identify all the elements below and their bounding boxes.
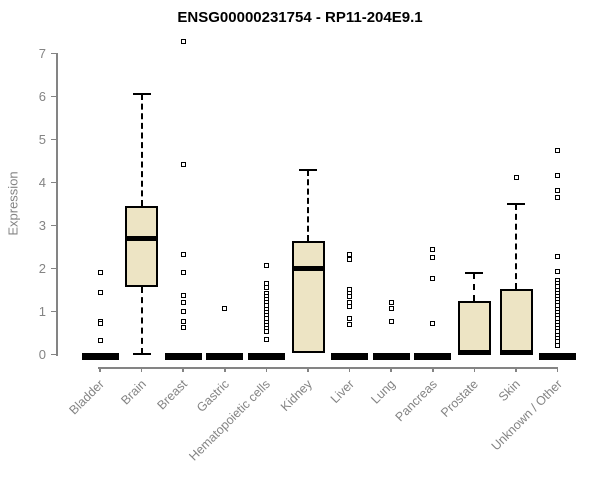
outlier-point: [430, 255, 436, 261]
collapsed-box-unknown-other: [539, 352, 577, 360]
collapsed-box-pancreas: [414, 352, 452, 360]
outlier-point: [430, 320, 436, 326]
outlier-point: [97, 270, 103, 276]
chart-title: ENSG00000231754 - RP11-204E9.1: [177, 9, 423, 26]
upper-whisker-cap: [507, 202, 525, 205]
median-line-kidney: [291, 265, 325, 271]
collapsed-box-bladder: [81, 352, 119, 360]
x-axis-tick: [473, 367, 476, 372]
outlier-point: [263, 284, 269, 290]
outlier-point: [347, 315, 353, 321]
y-axis-tick: [51, 224, 56, 227]
outlier-point: [180, 299, 186, 305]
x-axis-tick: [182, 367, 184, 372]
outlier-point: [97, 321, 103, 327]
outlier-point: [180, 39, 186, 45]
lower-whisker-cap: [132, 352, 151, 355]
y-axis-tick-label: 5: [38, 131, 46, 147]
y-axis-tick: [51, 52, 56, 54]
upper-whisker: [515, 203, 517, 289]
outlier-point: [555, 147, 561, 153]
outlier-point: [388, 300, 394, 306]
upper-whisker: [473, 272, 476, 301]
y-axis: [56, 53, 58, 356]
lower-whisker: [140, 286, 143, 354]
box-kidney: [291, 241, 325, 354]
outlier-point: [222, 306, 228, 312]
x-axis-tick: [348, 367, 351, 372]
median-line-brain: [125, 236, 159, 242]
collapsed-box-breast: [164, 352, 202, 360]
x-axis-tick: [307, 367, 309, 372]
outlier-point: [347, 257, 353, 263]
outlier-point: [513, 175, 519, 181]
outlier-point: [347, 252, 353, 258]
collapsed-box-hematopoietic-cells: [247, 352, 285, 360]
outlier-point: [97, 290, 103, 296]
y-axis-tick: [51, 181, 56, 184]
outlier-point: [180, 318, 186, 324]
outlier-point: [347, 304, 353, 310]
y-axis-tick: [51, 138, 56, 141]
outlier-point: [180, 252, 186, 258]
outlier-point: [555, 173, 561, 179]
y-axis-label: Expression: [5, 171, 21, 236]
x-axis-tick: [99, 367, 101, 372]
outlier-point: [388, 305, 394, 311]
y-axis-tick: [51, 267, 56, 270]
outlier-point: [180, 270, 186, 276]
outlier-point: [180, 162, 186, 168]
x-axis-tick: [390, 367, 392, 372]
outlier-point: [555, 342, 561, 348]
collapsed-box-gastric: [206, 352, 244, 360]
outlier-point: [263, 336, 269, 342]
outlier-point: [180, 293, 186, 299]
box-brain: [125, 205, 159, 287]
median-line-skin: [499, 350, 533, 356]
upper-whisker: [140, 94, 143, 206]
box-skin: [499, 288, 533, 354]
x-axis-tick: [432, 367, 434, 372]
upper-whisker-cap: [132, 93, 151, 96]
x-axis-tick: [224, 367, 226, 372]
outlier-point: [555, 254, 561, 260]
upper-whisker-cap: [299, 168, 317, 171]
median-line-prostate: [457, 350, 491, 356]
outlier-point: [430, 276, 436, 282]
y-axis-tick-label: 4: [38, 174, 46, 190]
x-axis-tick: [265, 367, 268, 372]
outlier-point: [263, 262, 269, 268]
outlier-point: [347, 299, 353, 305]
outlier-point: [180, 309, 186, 315]
upper-whisker-cap: [465, 271, 484, 274]
outlier-point: [347, 294, 353, 300]
outlier-point: [430, 247, 436, 253]
outlier-point: [263, 329, 269, 335]
x-axis: [98, 367, 558, 369]
y-axis-tick: [51, 95, 56, 98]
outlier-point: [180, 325, 186, 331]
collapsed-box-liver: [331, 352, 369, 360]
y-axis-tick: [51, 310, 56, 313]
x-axis-tick: [556, 367, 559, 372]
y-axis-tick: [51, 353, 56, 356]
outlier-point: [555, 269, 561, 275]
y-axis-tick-label: 3: [38, 217, 46, 233]
outlier-point: [97, 338, 103, 344]
box-prostate: [457, 300, 491, 354]
y-axis-tick-label: 7: [38, 45, 46, 61]
y-axis-tick-label: 1: [38, 304, 46, 320]
x-axis-tick: [515, 367, 517, 372]
collapsed-box-lung: [372, 352, 410, 360]
outlier-point: [347, 321, 353, 327]
y-axis-tick-label: 0: [38, 347, 46, 363]
y-axis-tick-label: 2: [38, 261, 46, 276]
outlier-point: [388, 319, 394, 325]
x-axis-tick: [140, 367, 143, 372]
y-axis-tick-label: 6: [38, 88, 46, 104]
outlier-point: [555, 188, 561, 194]
upper-whisker: [307, 169, 309, 242]
outlier-point: [555, 195, 561, 201]
